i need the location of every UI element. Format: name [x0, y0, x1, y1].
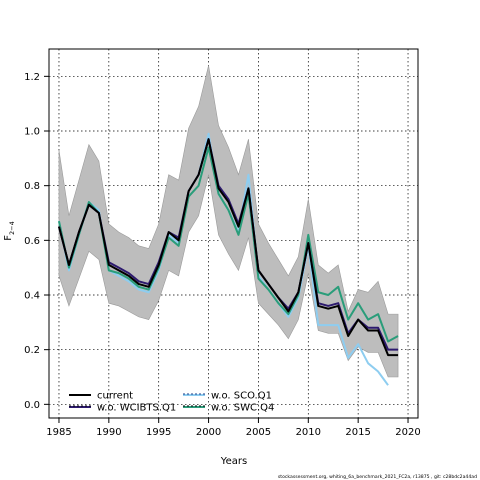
- series-layer: [57, 132, 399, 386]
- legend-label: current: [97, 391, 133, 402]
- y-tick-label: 1.0: [24, 127, 40, 138]
- x-axis-label: Years: [220, 456, 247, 467]
- confidence-band: [58, 65, 399, 378]
- y-axis-label-main: F: [3, 235, 14, 241]
- x-tick-label: 1995: [146, 427, 171, 438]
- x-tick-label: 2015: [345, 427, 370, 438]
- y-axis-label-subscript: 2−4: [8, 221, 16, 235]
- x-tick-label: 2005: [246, 427, 271, 438]
- credit-text: stockassessment.org, whiting_6a_benchmar…: [278, 474, 477, 480]
- confidence-band-layer: [58, 65, 399, 378]
- x-tick-label: 2000: [196, 427, 221, 438]
- plot-frame: [48, 48, 419, 419]
- y-tick-label: 1.2: [24, 72, 40, 83]
- y-tick-label: 0.4: [24, 291, 40, 302]
- y-tick-label: 0.2: [24, 345, 40, 356]
- legend-item: w.o. SCO.Q1: [183, 391, 272, 402]
- x-tick-label: 2010: [296, 427, 321, 438]
- series-line: [57, 146, 399, 343]
- y-tick-label: 0.6: [24, 236, 40, 247]
- x-tick-label: 2020: [395, 427, 420, 438]
- legend-item: current: [69, 391, 133, 402]
- x-tick-label: 1985: [46, 427, 71, 438]
- series-line: [58, 138, 399, 357]
- legend-label: w.o. WCIBTS.Q1: [97, 403, 176, 414]
- y-tick-label: 0.8: [24, 181, 40, 192]
- x-tick-label: 1990: [96, 427, 121, 438]
- legend-label: w.o. SWC.Q4: [211, 403, 274, 414]
- y-axis-label: F2−4: [3, 221, 16, 240]
- y-tick-label: 0.0: [24, 400, 40, 411]
- legend-item: w.o. WCIBTS.Q1: [69, 403, 176, 414]
- legend-label: w.o. SCO.Q1: [211, 391, 272, 402]
- axes: 1985 1990 1995 2000 2005 2010 2015 2020 0.0 0.2 0.…: [24, 72, 421, 438]
- legend-item: w.o. SWC.Q4: [183, 403, 274, 414]
